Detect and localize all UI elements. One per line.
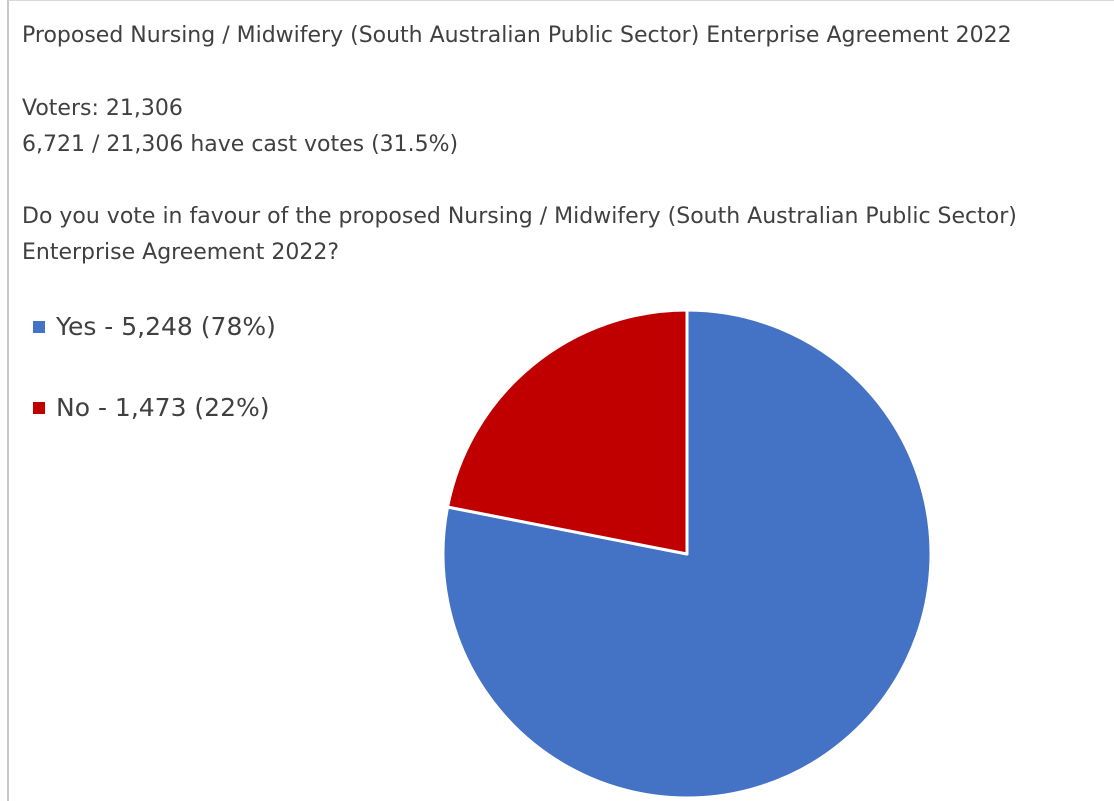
legend-label-yes: Yes - 5,248 (78%) [56, 312, 276, 341]
legend-swatch-yes [33, 321, 45, 333]
voters-count: Voters: 21,306 [22, 96, 183, 121]
chart-frame [7, 0, 1114, 801]
pie-slice-no [446, 308, 689, 556]
legend-label-no: No - 1,473 (22%) [56, 393, 270, 422]
legend-item-yes: Yes - 5,248 (78%) [33, 312, 276, 342]
votes-cast: 6,721 / 21,306 have cast votes (31.5%) [22, 132, 459, 157]
legend-item-no: No - 1,473 (22%) [33, 393, 270, 423]
page-title: Proposed Nursing / Midwifery (South Aust… [22, 23, 1012, 48]
legend-swatch-no [33, 402, 45, 414]
ballot-question: Do you vote in favour of the proposed Nu… [22, 204, 1017, 265]
